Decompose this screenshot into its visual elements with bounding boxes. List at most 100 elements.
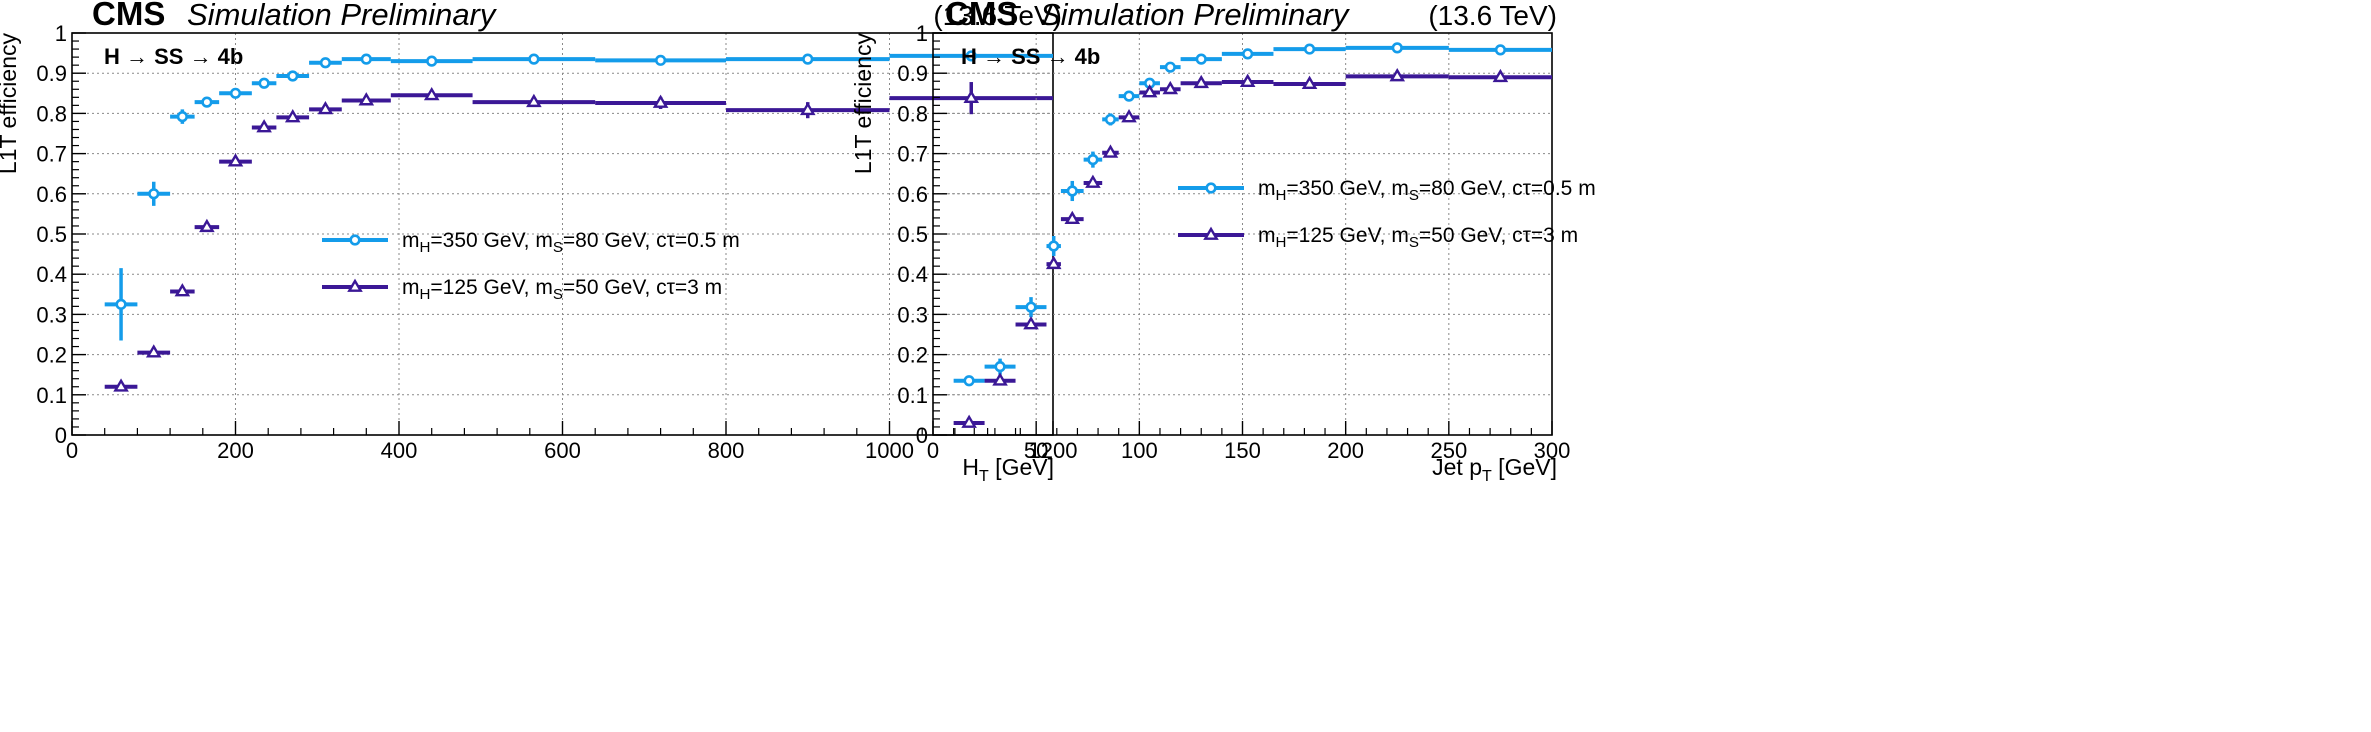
x-axis-title-main: Jet p <box>1432 454 1482 480</box>
data-marker-triangle <box>652 94 669 108</box>
x-axis-title: HT [GeV] <box>962 454 1054 485</box>
data-point <box>984 358 1016 375</box>
series-dark <box>953 68 1552 428</box>
data-point <box>1448 44 1552 56</box>
x-tick-label: 1200 <box>1029 438 1078 463</box>
data-point <box>1083 151 1103 168</box>
energy-label: (13.6 TeV) <box>1428 0 1557 31</box>
data-point <box>953 375 985 387</box>
data-marker-circle <box>1123 90 1135 102</box>
y-tick-label: 0 <box>916 423 928 448</box>
legend-text: m <box>1258 224 1276 247</box>
y-tick-label: 0.8 <box>36 101 67 126</box>
data-marker-triangle <box>1064 210 1081 225</box>
x-tick-label: 1000 <box>865 438 914 463</box>
data-point <box>1118 109 1140 123</box>
header: CMS Simulation Preliminary (13.6 TeV) <box>945 0 1557 32</box>
legend: mH=350 GeV, mS=80 GeV, cτ=0.5 m mH=125 Ge… <box>322 229 740 303</box>
grid <box>933 33 1552 435</box>
simulation-preliminary-label: Simulation Preliminary <box>187 0 498 32</box>
data-point <box>1015 316 1047 330</box>
y-tick-label: 0.3 <box>36 302 67 327</box>
data-point <box>170 109 195 124</box>
data-point <box>1345 42 1449 54</box>
data-point <box>219 153 252 167</box>
x-axis-title-subscript: T <box>1482 468 1492 485</box>
legend-marker-light <box>349 234 361 246</box>
data-point <box>1083 174 1103 188</box>
data-marker-circle <box>360 53 372 65</box>
data-point <box>1118 90 1140 102</box>
data-point <box>104 378 138 392</box>
x-axis-title: Jet pT [GeV] <box>1432 454 1557 485</box>
data-marker-triangle <box>256 119 272 133</box>
data-point <box>170 283 195 297</box>
data-point <box>472 93 596 108</box>
data-point <box>1045 255 1062 270</box>
legend-entry-dark: mH=125 GeV, mS=50 GeV, cτ=3 m <box>402 276 722 303</box>
data-point <box>1273 75 1346 89</box>
y-tick-label: 1 <box>55 21 67 46</box>
data-marker-circle <box>1494 44 1507 56</box>
data-marker-triangle <box>1162 80 1179 95</box>
header: CMS Simulation Preliminary (13.6 TeV) <box>92 0 1062 32</box>
data-marker-triangle <box>526 93 542 108</box>
data-marker-triangle <box>963 89 980 104</box>
y-tick-label: 0.5 <box>897 222 928 247</box>
data-point <box>276 109 310 123</box>
data-marker-circle <box>176 111 188 123</box>
data-marker-triangle <box>284 109 301 123</box>
data-point <box>726 53 890 65</box>
data-point <box>726 101 890 119</box>
x-tick-label: 600 <box>544 438 581 463</box>
data-point <box>1102 113 1119 126</box>
cms-label: CMS <box>92 0 165 32</box>
data-marker-circle <box>115 298 127 310</box>
legend-subscript: S <box>1409 187 1419 204</box>
data-marker-triangle <box>423 86 440 101</box>
data-point <box>889 82 1053 115</box>
chart-panel-1: 0 200 400 600 800 1000 1200 0 0.1 0.2 0.3 0.4 0.5 0.6… <box>0 0 1077 485</box>
data-marker-circle <box>319 57 332 69</box>
data-point <box>194 96 220 108</box>
y-tick-label: 0.4 <box>897 262 928 287</box>
legend-marker-dark <box>1203 226 1219 240</box>
data-point <box>390 86 473 101</box>
legend-text: =50 GeV, cτ=3 m <box>563 276 722 299</box>
data-point <box>595 94 726 109</box>
x-tick-label: 200 <box>217 438 254 463</box>
process-label: H → SS → 4b <box>104 44 243 69</box>
data-point <box>1180 74 1222 89</box>
data-point <box>1046 236 1061 257</box>
data-point <box>194 218 220 233</box>
process-label: H → SS → 4b <box>961 44 1100 69</box>
data-marker-circle <box>1195 53 1207 65</box>
data-marker-triangle <box>1102 144 1119 158</box>
data-point <box>595 54 726 66</box>
data-marker-triangle <box>961 414 977 428</box>
series-light <box>104 50 1053 341</box>
data-marker-circle <box>1087 154 1099 166</box>
legend-text: m <box>402 276 420 299</box>
legend-marker-dark <box>347 278 363 292</box>
data-point <box>1139 84 1160 98</box>
data-point <box>341 53 391 65</box>
data-marker-triangle <box>317 101 334 115</box>
data-point <box>390 55 473 67</box>
data-marker-circle <box>963 375 975 387</box>
x-tick-label: 0 <box>66 438 78 463</box>
data-point <box>341 92 391 106</box>
y-tick-label: 1 <box>916 21 928 46</box>
y-tick-label: 0.7 <box>897 142 928 167</box>
legend: mH=350 GeV, mS=80 GeV, cτ=0.5 mmH=125 Ge… <box>1178 177 1596 251</box>
legend-text: =350 GeV, m <box>1286 177 1408 200</box>
data-marker-triangle <box>1023 316 1039 330</box>
legend-entry-light: mH=350 GeV, mS=80 GeV, cτ=0.5 m <box>402 229 740 256</box>
x-tick-label: 300 <box>1534 438 1571 463</box>
legend-subscript: S <box>553 239 563 256</box>
data-marker-circle <box>258 77 270 89</box>
data-marker-circle <box>1164 61 1176 73</box>
series-light <box>953 42 1552 387</box>
